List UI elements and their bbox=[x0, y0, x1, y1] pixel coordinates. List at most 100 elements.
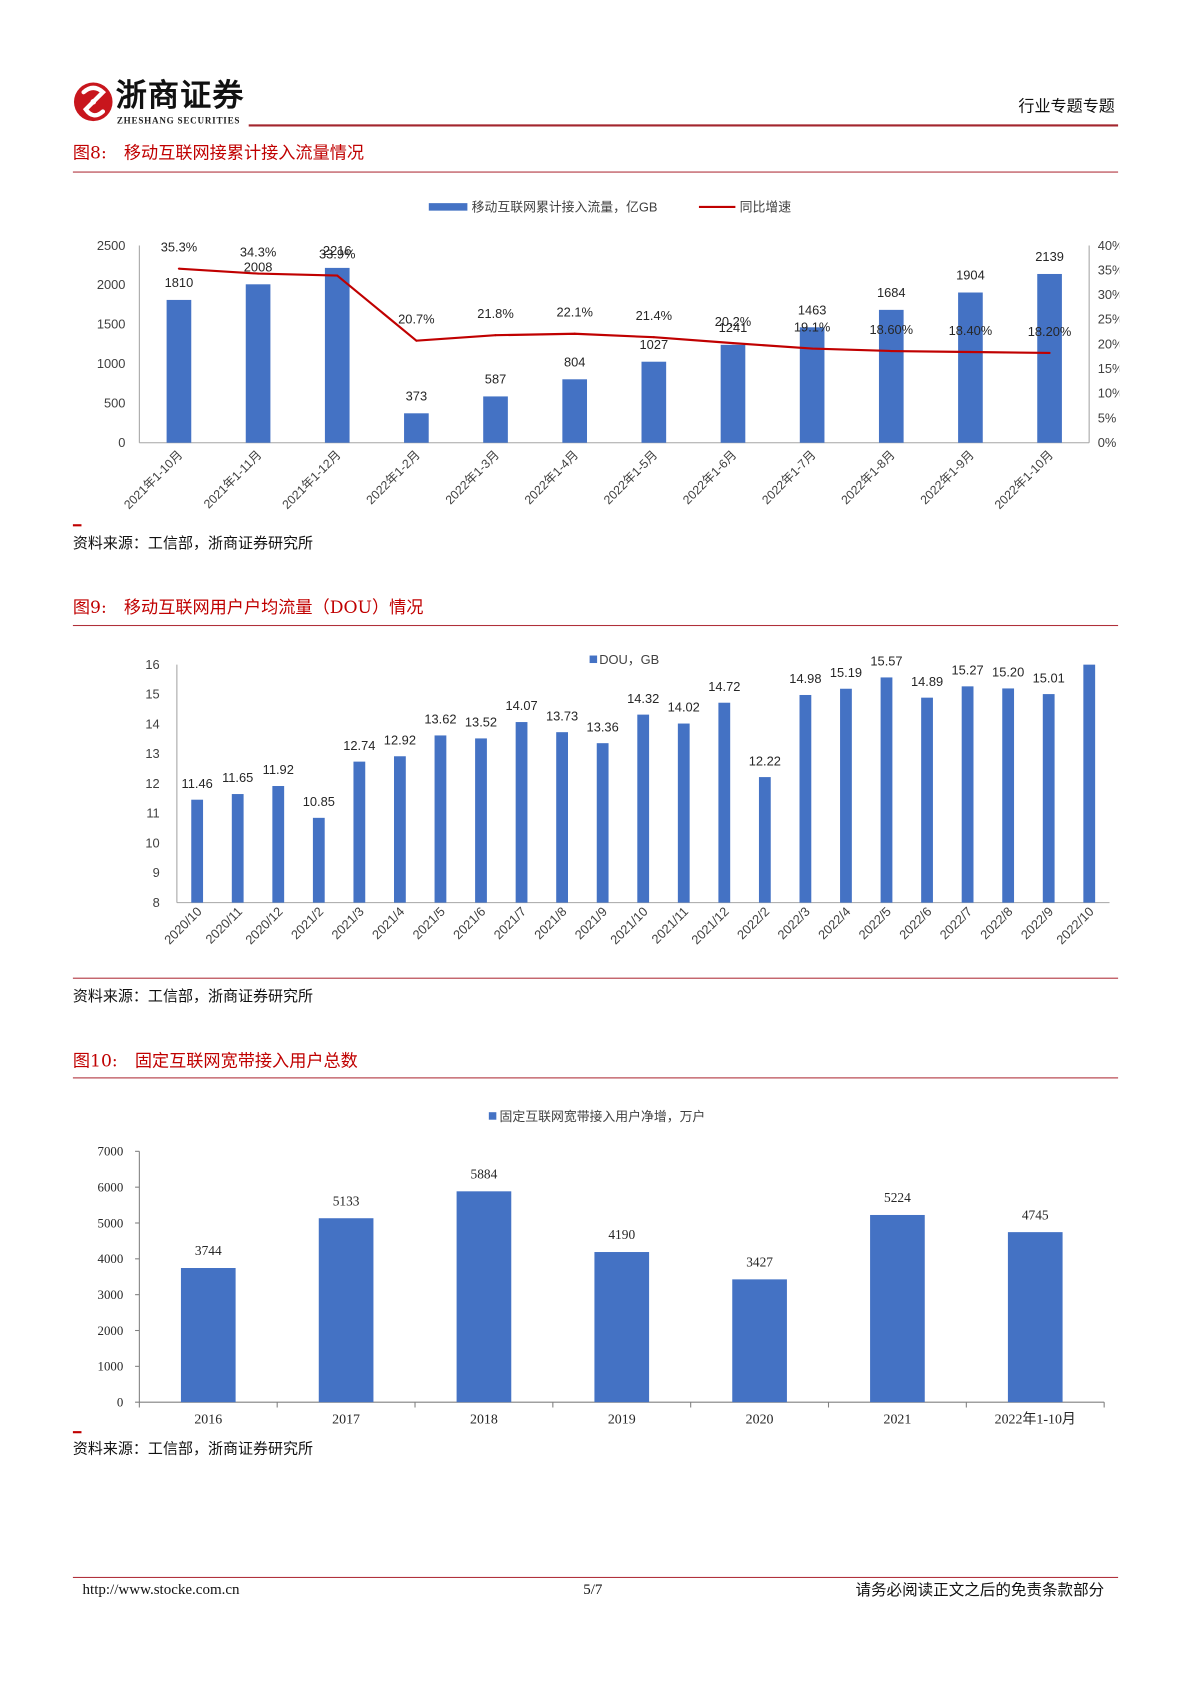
x-tick-label: 2022/2 bbox=[734, 904, 772, 942]
line-value-label: 20.2% bbox=[715, 314, 751, 329]
bar-value-label: 13.62 bbox=[424, 712, 456, 727]
legend-bar-swatch bbox=[589, 655, 598, 664]
y-tick-label: 9 bbox=[153, 865, 160, 880]
figure-source: 资料来源：工信部，浙商证券研究所 bbox=[72, 534, 314, 553]
x-tick-label: 2020/12 bbox=[242, 904, 285, 947]
x-tick-label: 2017 bbox=[332, 1413, 360, 1428]
bar-value-label: 1027 bbox=[640, 337, 669, 352]
x-tick-label: 2022年1-8月 bbox=[838, 448, 897, 507]
figure-source: 资料来源：工信部，浙商证券研究所 bbox=[72, 988, 314, 1006]
y-tick-label: 2000 bbox=[97, 277, 126, 292]
bar bbox=[324, 267, 350, 443]
x-tick-label: 2020 bbox=[746, 1413, 774, 1428]
bar bbox=[515, 722, 528, 903]
bar bbox=[961, 686, 974, 903]
bar-value-label: 2216 bbox=[323, 243, 352, 258]
bar-value-label: 10.85 bbox=[303, 794, 335, 809]
bar-value-label: 5884 bbox=[471, 1166, 498, 1181]
bar bbox=[231, 794, 244, 903]
y-tick-label: 2500 bbox=[97, 238, 126, 253]
x-tick-label: 2022/8 bbox=[977, 904, 1015, 942]
figure-title: 移动互联网接累计接入流量情况 bbox=[123, 142, 365, 163]
y-right-tick-label: 35% bbox=[1098, 262, 1119, 277]
x-tick-label: 2021/12 bbox=[688, 904, 731, 947]
website-link[interactable]: http://www.stocke.com.cn bbox=[82, 1582, 240, 1599]
bar bbox=[799, 694, 812, 903]
line-value-label: 19.1% bbox=[794, 319, 830, 334]
bar-value-label: 4745 bbox=[1022, 1207, 1049, 1222]
x-tick-label: 2022/9 bbox=[1018, 904, 1056, 942]
x-tick-label: 2021/8 bbox=[531, 904, 569, 942]
x-tick-label: 2022/6 bbox=[896, 904, 934, 942]
bar-value-label: 3427 bbox=[746, 1255, 773, 1270]
line-value-label: 21.8% bbox=[477, 306, 513, 321]
bar bbox=[677, 723, 690, 903]
bar-value-label: 14.07 bbox=[505, 698, 537, 713]
bar-value-label: 1904 bbox=[956, 268, 985, 283]
caption-divider bbox=[72, 1077, 1119, 1079]
x-tick-label: 2021年1-11月 bbox=[201, 448, 264, 511]
disclaimer-notice: 请务必阅读正文之后的免责条款部分 bbox=[855, 1582, 1105, 1600]
bar-value-label: 587 bbox=[485, 372, 506, 387]
bar bbox=[272, 786, 285, 903]
line-point bbox=[652, 336, 655, 339]
bar bbox=[394, 756, 406, 903]
y-tick-label: 5000 bbox=[98, 1216, 124, 1230]
bar bbox=[1037, 273, 1062, 443]
line-point bbox=[1048, 351, 1051, 355]
bar bbox=[720, 344, 746, 443]
bar bbox=[434, 735, 447, 903]
y-right-tick-label: 30% bbox=[1098, 287, 1119, 302]
figure-source: 资料来源：工信部，浙商证券研究所 bbox=[72, 1440, 314, 1458]
bar bbox=[180, 1268, 236, 1403]
bar-value-label: 5224 bbox=[884, 1190, 911, 1205]
bar bbox=[556, 732, 568, 903]
x-tick-label: 2021年1-10月 bbox=[121, 448, 185, 512]
y-tick-label: 3000 bbox=[98, 1288, 124, 1302]
line-value-label: 34.3% bbox=[240, 244, 276, 259]
bar bbox=[562, 379, 588, 443]
x-tick-label: 2021年1-12月 bbox=[280, 448, 344, 512]
logo-english-name: ZHESHANG SECURITIES bbox=[116, 114, 241, 126]
figure-title: 移动互联网用户户均流量（DOU）情况 bbox=[123, 597, 424, 618]
x-tick-label: 2016 bbox=[194, 1413, 222, 1428]
y-tick-label: 6000 bbox=[98, 1180, 124, 1194]
legend-bar-swatch bbox=[428, 203, 468, 211]
line-point bbox=[415, 339, 418, 342]
bar-value-label: 13.36 bbox=[587, 719, 619, 734]
figure-label: 图9: bbox=[72, 597, 107, 618]
header-divider bbox=[248, 124, 1119, 127]
figure-9-caption: 图9: 移动互联网用户户均流量（DOU）情况 bbox=[73, 598, 424, 617]
caption-divider bbox=[72, 624, 1119, 627]
bar bbox=[318, 1218, 374, 1403]
bar-value-label: 12.74 bbox=[343, 738, 375, 753]
y-tick-label: 0 bbox=[118, 435, 125, 450]
x-tick-label: 2021/9 bbox=[572, 904, 610, 942]
zheshang-emblem-icon bbox=[73, 82, 113, 122]
x-tick-label: 2022年1-10月 bbox=[995, 1412, 1076, 1428]
line-point bbox=[336, 274, 339, 277]
caption-divider bbox=[72, 171, 1119, 173]
bar-value-label: 804 bbox=[564, 354, 585, 369]
x-tick-label: 2021/10 bbox=[607, 904, 650, 947]
y-tick-label: 12 bbox=[145, 776, 159, 791]
bar bbox=[312, 817, 325, 903]
y-tick-label: 0 bbox=[117, 1395, 123, 1409]
bar bbox=[475, 738, 487, 903]
line-value-label: 18.40% bbox=[949, 323, 993, 338]
bar-value-label: 15.01 bbox=[1033, 670, 1065, 685]
bar-value-label: 14.02 bbox=[668, 700, 700, 715]
bar-value-label: 2139 bbox=[1035, 249, 1064, 264]
bar bbox=[353, 761, 366, 903]
growth-line bbox=[178, 267, 1050, 355]
bar-value-label: 2008 bbox=[244, 259, 273, 274]
bar-value-label: 1684 bbox=[877, 285, 906, 300]
legend-label: 固定互联网宽带接入用户净增，万户 bbox=[500, 1109, 706, 1124]
line-point bbox=[731, 342, 735, 345]
y-right-tick-label: 40% bbox=[1098, 238, 1119, 253]
x-tick-label: 2021/6 bbox=[450, 904, 488, 942]
y-tick-label: 10 bbox=[145, 835, 159, 850]
bar bbox=[637, 714, 650, 903]
y-tick-label: 7000 bbox=[98, 1145, 124, 1159]
